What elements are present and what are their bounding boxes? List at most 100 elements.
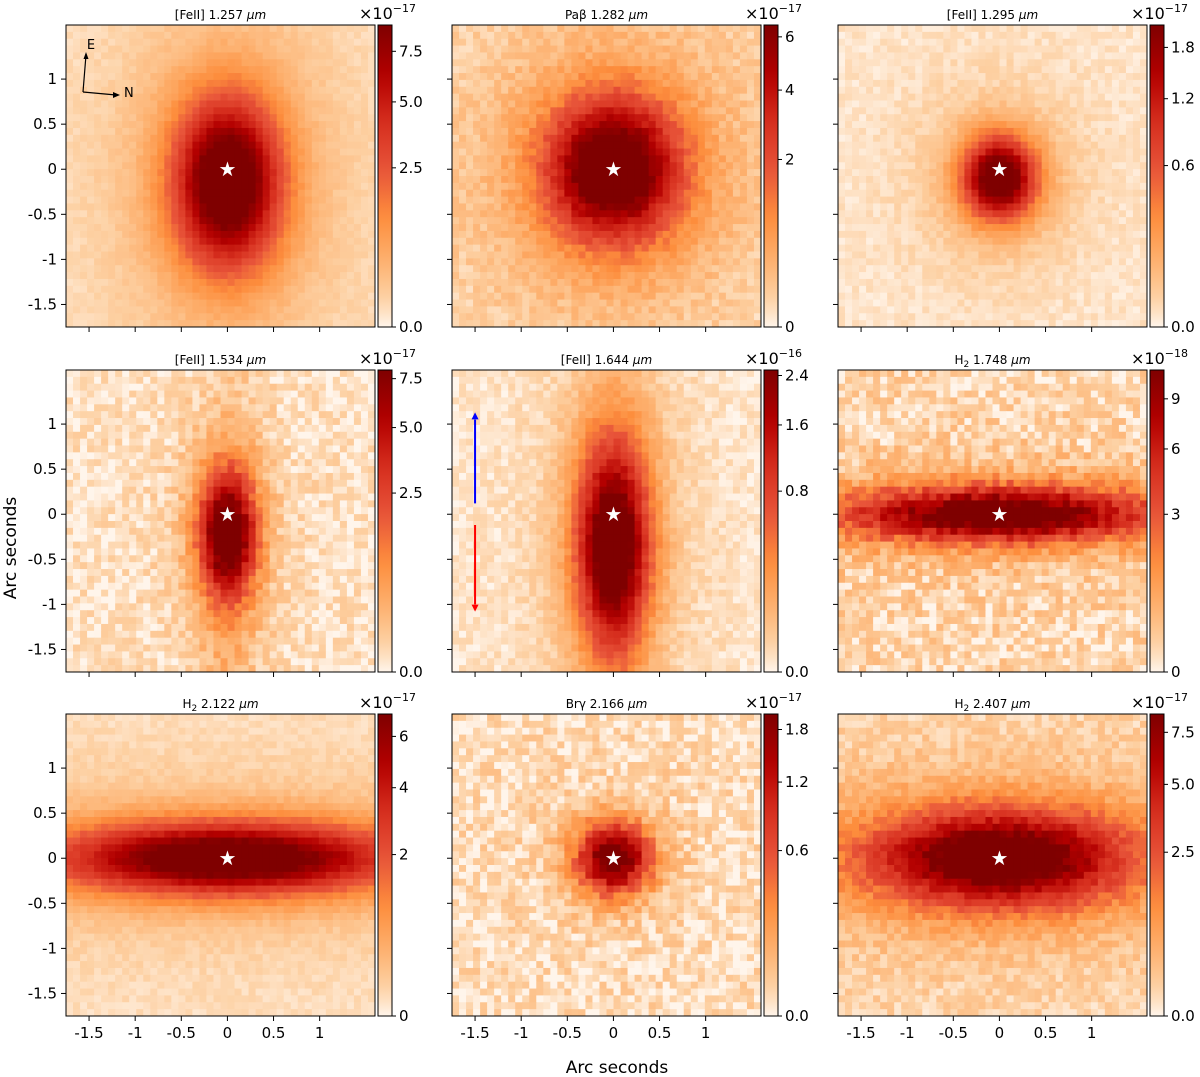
map-pixel (852, 134, 860, 143)
map-pixel (66, 224, 74, 232)
map-pixel (339, 38, 348, 47)
map-pixel (655, 320, 664, 328)
map-pixel (550, 285, 558, 294)
map-pixel (101, 169, 109, 177)
map-pixel (304, 203, 313, 211)
map-pixel (227, 86, 236, 95)
map-pixel (171, 148, 179, 156)
map-pixel (290, 148, 299, 156)
map-pixel (220, 169, 229, 177)
map-pixel (880, 127, 888, 136)
map-pixel (234, 251, 243, 259)
map-pixel (508, 45, 516, 53)
map-pixel (290, 114, 299, 122)
map-pixel (753, 285, 762, 294)
map-pixel (94, 52, 102, 60)
map-pixel (164, 176, 172, 184)
map-pixel (627, 203, 636, 211)
map-pixel (1041, 148, 1050, 156)
map-pixel (852, 52, 860, 60)
map-pixel (739, 121, 748, 129)
map-pixel (739, 272, 748, 280)
map-pixel (318, 237, 327, 246)
map-pixel (894, 148, 902, 156)
map-pixel (227, 285, 236, 294)
map-pixel (838, 148, 846, 156)
map-pixel (325, 285, 334, 294)
map-pixel (304, 79, 313, 88)
map-pixel (241, 217, 250, 225)
map-pixel (1034, 73, 1043, 81)
map-pixel (999, 52, 1008, 60)
map-pixel (143, 59, 151, 67)
map-pixel (66, 155, 74, 163)
map-pixel (697, 127, 706, 136)
map-pixel (171, 313, 179, 321)
map-pixel (171, 155, 179, 163)
map-pixel (522, 134, 530, 143)
map-pixel (641, 25, 650, 33)
map-pixel (206, 237, 214, 246)
map-pixel (213, 265, 221, 273)
map-pixel (1006, 79, 1015, 88)
map-pixel (1048, 93, 1057, 101)
map-pixel (164, 45, 172, 53)
map-pixel (957, 86, 965, 95)
map-pixel (66, 258, 74, 266)
map-pixel (578, 210, 586, 218)
map-pixel (634, 258, 643, 266)
map-pixel (1118, 155, 1127, 163)
map-pixel (697, 38, 706, 47)
map-pixel (578, 182, 586, 191)
map-pixel (536, 155, 544, 163)
map-pixel (550, 86, 558, 95)
map-pixel (304, 45, 313, 53)
map-pixel (669, 31, 678, 40)
map-pixel (964, 73, 972, 81)
map-pixel (1013, 182, 1022, 191)
map-pixel (985, 155, 993, 163)
map-pixel (739, 217, 748, 225)
map-pixel (185, 155, 193, 163)
map-pixel (676, 141, 685, 150)
map-pixel (1104, 169, 1113, 177)
map-pixel (578, 217, 586, 225)
map-pixel (536, 169, 544, 177)
map-pixel (508, 66, 516, 74)
map-pixel (725, 127, 734, 136)
map-pixel (529, 127, 537, 136)
map-pixel (122, 148, 130, 156)
map-pixel (971, 59, 979, 67)
map-pixel (220, 306, 229, 314)
map-pixel (94, 237, 102, 246)
map-pixel (852, 38, 860, 47)
map-pixel (220, 25, 229, 33)
map-pixel (487, 285, 495, 294)
map-pixel (704, 313, 713, 321)
map-pixel (262, 127, 271, 136)
map-pixel (704, 299, 713, 307)
map-pixel (501, 320, 509, 328)
map-pixel (122, 189, 130, 198)
map-pixel (178, 210, 186, 218)
map-pixel (718, 203, 727, 211)
map-pixel (508, 31, 516, 40)
map-pixel (1048, 52, 1057, 60)
map-pixel (136, 265, 144, 273)
map-pixel (199, 107, 207, 115)
map-pixel (676, 265, 685, 273)
map-pixel (620, 45, 629, 53)
map-pixel (683, 45, 692, 53)
map-pixel (704, 210, 713, 218)
map-pixel (543, 278, 551, 287)
map-pixel (353, 86, 362, 95)
map-pixel (360, 86, 369, 95)
map-pixel (929, 169, 937, 177)
map-pixel (332, 313, 341, 321)
map-pixel (732, 230, 741, 239)
map-pixel (276, 107, 285, 115)
map-pixel (1027, 182, 1036, 191)
map-pixel (283, 230, 292, 239)
map-pixel (529, 251, 537, 259)
map-pixel (304, 169, 313, 177)
